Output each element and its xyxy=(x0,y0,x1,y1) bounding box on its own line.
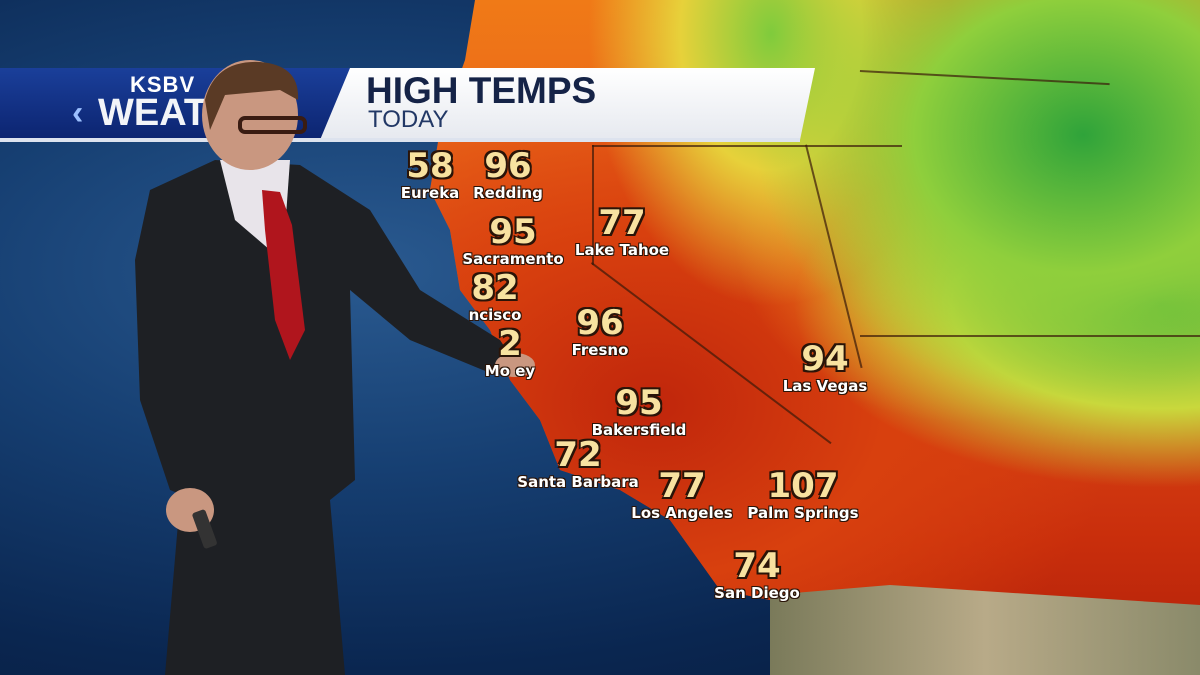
city-name: Eureka xyxy=(400,184,460,202)
city-temp: 96 xyxy=(576,303,624,343)
city-name: San Diego xyxy=(714,584,800,602)
chevron-left-icon: ‹ xyxy=(72,94,84,132)
state-border xyxy=(592,145,902,147)
city-temp: 107 xyxy=(767,466,839,506)
station-logo: KSBV xyxy=(130,72,196,97)
state-border xyxy=(860,335,1200,337)
city-temp: 95 xyxy=(615,383,663,423)
city-name: Fresno xyxy=(571,341,629,359)
city-label: 72 Santa Barbara xyxy=(517,437,638,491)
city-name: Las Vegas xyxy=(782,377,868,395)
city-label: 96 Redding xyxy=(473,148,543,202)
city-name: Bakersfield xyxy=(591,421,687,439)
city-name: Santa Barbara xyxy=(517,473,639,491)
banner-divider xyxy=(0,138,800,142)
city-temp: 94 xyxy=(801,339,849,379)
city-temp: 82 xyxy=(471,268,519,308)
city-label: 58 Eureka xyxy=(401,148,460,202)
city-label: 74 San Diego xyxy=(714,548,800,602)
city-label: 2 Mo ey xyxy=(485,326,535,380)
city-name: Redding xyxy=(473,184,543,202)
city-label: 77 Los Angeles xyxy=(631,468,732,522)
city-temp: 74 xyxy=(733,546,781,586)
city-name: Mo ey xyxy=(484,362,536,380)
city-temp: 2 xyxy=(498,324,522,364)
city-temp: 58 xyxy=(406,146,454,186)
city-temp: 77 xyxy=(658,466,706,506)
title-banner xyxy=(320,68,815,140)
city-name: Lake Tahoe xyxy=(574,241,670,259)
page-subtitle: TODAY xyxy=(368,106,449,133)
state-border xyxy=(592,145,594,265)
city-label: 96 Fresno xyxy=(572,305,629,359)
city-label: 94 Las Vegas xyxy=(783,341,868,395)
page-title: HIGH TEMPS xyxy=(366,70,597,111)
city-label: 82 ncisco xyxy=(469,270,522,324)
city-temp: 72 xyxy=(554,435,602,475)
city-name: Los Angeles xyxy=(631,504,733,522)
city-temp: 96 xyxy=(484,146,532,186)
city-name: Palm Springs xyxy=(747,504,859,522)
presenter xyxy=(135,60,535,675)
weather-brand: WEAT xyxy=(98,92,208,134)
city-name: Sacramento xyxy=(462,250,564,268)
city-label: 77 Lake Tahoe xyxy=(575,205,669,259)
city-temp: 77 xyxy=(598,203,646,243)
city-name: ncisco xyxy=(468,306,522,324)
city-temp: 95 xyxy=(489,212,537,252)
city-label: 95 Bakersfield xyxy=(592,385,687,439)
city-label: 95 Sacramento xyxy=(462,214,563,268)
city-label: 107 Palm Springs xyxy=(747,468,858,522)
